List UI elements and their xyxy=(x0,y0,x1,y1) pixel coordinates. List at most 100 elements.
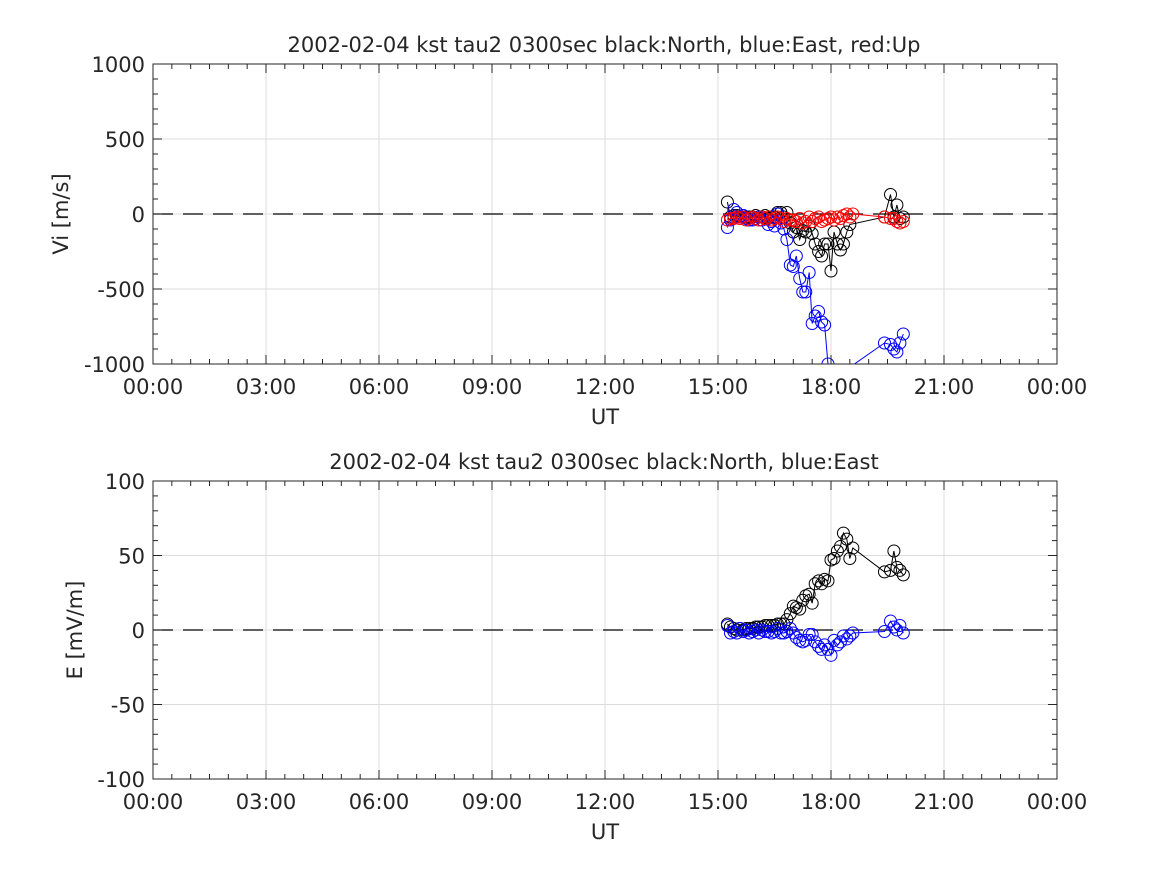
efield-y-tick-label: -100 xyxy=(97,768,145,792)
efield-y-tick-label: 0 xyxy=(132,619,145,643)
efield-x-tick-label: 09:00 xyxy=(462,790,523,814)
velocity-north-data-point xyxy=(818,237,832,251)
velocity-up-data-point xyxy=(824,210,838,224)
velocity-east-data-point xyxy=(783,258,797,272)
efield-east-data-point xyxy=(890,623,904,637)
efield-east-data-point xyxy=(833,635,847,649)
velocity-up-data-point xyxy=(799,215,813,228)
efield-plot-frame xyxy=(152,480,1058,780)
efield-x-tick-label: 00:00 xyxy=(123,790,184,814)
efield-east-data-point xyxy=(893,619,907,633)
velocity-up-data-point xyxy=(840,207,854,221)
velocity-north-data-point xyxy=(808,237,822,251)
efield-east-data-point xyxy=(789,630,803,644)
efield-east-data-point xyxy=(815,642,829,656)
efield-y-tick-labels: -100 -50 0 50 100 xyxy=(97,470,145,792)
efield-x-tick-label: 18:00 xyxy=(801,790,862,814)
efield-x-axis-label: UT xyxy=(591,820,619,844)
velocity-east-data-point xyxy=(786,260,800,273)
efield-x-tick-label: 03:00 xyxy=(236,790,297,814)
velocity-y-tick-label: -1000 xyxy=(84,353,145,377)
efield-x-tick-labels: 00:00 03:00 06:00 09:00 12:00 15:00 18:00 21:00… xyxy=(123,790,1088,814)
efield-series-area xyxy=(720,526,910,662)
velocity-east-data-point xyxy=(789,249,803,263)
efield-y-axis-label: E [mV/m] xyxy=(63,581,87,680)
velocity-up-data-point xyxy=(843,210,857,224)
efield-east-data-point xyxy=(736,624,750,638)
velocity-y-tick-label: 1000 xyxy=(92,53,145,77)
efield-chart-title: 2002-02-04 kst tau2 0300sec black:North,… xyxy=(329,450,878,474)
velocity-north-data-point xyxy=(884,188,898,201)
velocity-up-data-point xyxy=(730,210,744,224)
velocity-east-data-point xyxy=(793,272,807,285)
velocity-north-data-point xyxy=(830,237,844,251)
velocity-east-data-point xyxy=(818,318,832,332)
efield-north-data-point xyxy=(884,563,898,577)
velocity-east-data-point xyxy=(796,285,810,299)
velocity-east-data-point xyxy=(884,338,898,351)
efield-x-tick-label: 12:00 xyxy=(575,790,636,814)
efield-north-data-point xyxy=(824,553,838,567)
efield-north-data-point xyxy=(836,526,850,540)
velocity-up-data-point xyxy=(720,213,734,227)
efield-x-tick-label: 15:00 xyxy=(688,790,749,814)
velocity-plot-frame xyxy=(152,63,1058,365)
efield-north-data-point xyxy=(812,574,826,588)
efield-north-data-point xyxy=(846,541,860,555)
efield-north-data-point xyxy=(877,565,891,579)
velocity-up-data-point xyxy=(749,212,763,225)
efield-north-data-point xyxy=(833,540,847,554)
velocity-x-tick-label: 21:00 xyxy=(914,375,975,399)
velocity-up-data-point xyxy=(789,215,803,228)
velocity-east-data-point xyxy=(815,315,829,329)
efield-north-data-point xyxy=(786,599,800,613)
velocity-up-data-point xyxy=(877,210,891,224)
velocity-y-tick-labels: -1000 -500 0 500 1000 xyxy=(84,53,145,377)
velocity-up-data-point xyxy=(774,212,788,225)
velocity-ticks xyxy=(152,63,1058,365)
efield-east-data-point xyxy=(896,626,910,640)
velocity-east-data-point xyxy=(720,221,734,234)
efield-series xyxy=(720,526,910,662)
efield-x-tick-label: 00:00 xyxy=(1027,790,1088,814)
efield-x-tick-label: 21:00 xyxy=(914,790,975,814)
velocity-up-data-point xyxy=(896,215,910,228)
velocity-x-tick-label: 06:00 xyxy=(349,375,410,399)
efield-east-data-point xyxy=(780,624,794,638)
efield-east-data-point xyxy=(887,620,901,634)
velocity-up-data-point xyxy=(758,212,772,225)
efield-east-data-point xyxy=(793,633,807,647)
velocity-series-area xyxy=(720,188,910,364)
velocity-up-data-point xyxy=(727,212,741,225)
efield-north-data-point xyxy=(896,568,910,582)
efield-east-data-point xyxy=(836,629,850,643)
efield-north-data-point xyxy=(893,563,907,577)
velocity-east-data-point xyxy=(777,222,791,236)
electric-field-panel: 2002-02-04 kst tau2 0300sec black:North,… xyxy=(63,450,1087,844)
efield-north-data-point xyxy=(840,532,854,546)
efield-north-data-point xyxy=(793,602,807,616)
velocity-east-data-point xyxy=(877,336,891,350)
efield-east-data-point xyxy=(777,626,791,640)
efield-east-data-point xyxy=(783,622,797,636)
velocity-up-data-point xyxy=(736,210,750,224)
velocity-panel: 2002-02-04 kst tau2 0300sec black:North,… xyxy=(49,33,1087,429)
efield-east-data-point xyxy=(824,648,838,662)
efield-x-tick-label: 06:00 xyxy=(349,790,410,814)
velocity-north-data-point xyxy=(815,249,829,263)
efield-north-data-point xyxy=(802,587,816,601)
efield-east-data-point xyxy=(805,627,819,641)
efield-east-data-point xyxy=(755,623,769,637)
efield-east-data-point xyxy=(846,626,860,640)
efield-north-data-point xyxy=(821,574,835,588)
efield-east-data-point xyxy=(808,635,822,649)
velocity-north-data-point xyxy=(720,195,734,209)
velocity-east-data-point xyxy=(890,345,904,359)
velocity-east-data-point xyxy=(893,336,907,350)
velocity-y-tick-label: 0 xyxy=(132,203,145,227)
velocity-chart-title: 2002-02-04 kst tau2 0300sec black:North,… xyxy=(288,33,921,57)
efield-north-data-point xyxy=(827,551,841,565)
velocity-up-data-point xyxy=(752,213,766,227)
efield-east-data-point xyxy=(830,638,844,652)
